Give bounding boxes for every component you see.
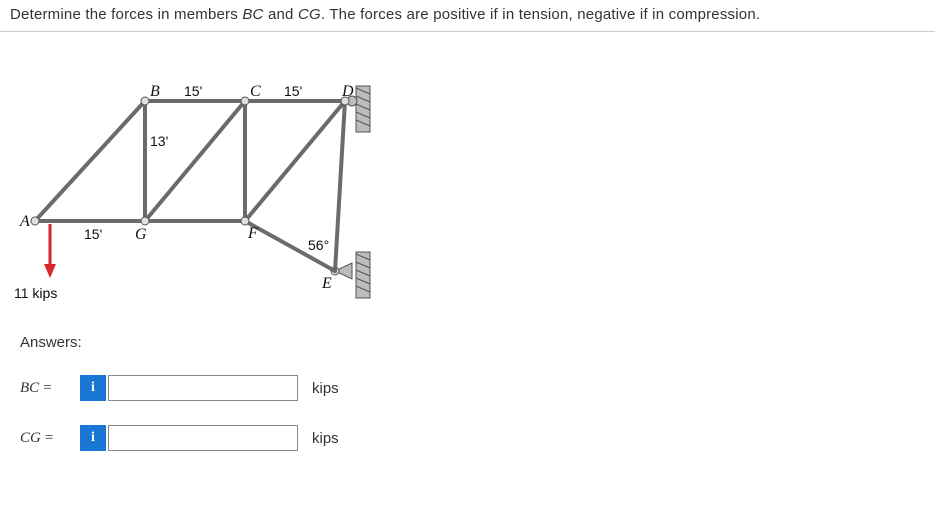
load-arrow-A [44,224,56,278]
truss-members [35,101,345,271]
question-member-2: CG [298,6,321,23]
angle-E: 56° [308,237,329,253]
answer-input-cg[interactable] [108,425,298,451]
info-icon: i [91,380,95,396]
label-F: F [247,225,258,242]
question-prefix: Determine the forces in members [10,6,242,23]
label-B: B [150,83,160,100]
label-G: G [135,226,147,243]
question-member-1: BC [242,6,263,23]
answer-row-cg: CG = i kips [20,425,935,451]
answer-row-bc: BC = i kips [20,375,935,401]
label-D: D [341,83,354,100]
unit-cg: kips [312,430,339,447]
dim-CD: 15' [284,83,302,99]
dim-AG: 15' [84,226,102,242]
load-label-A: 11 kips [14,285,57,301]
question-mid: and [264,6,298,23]
dim-BG: 13' [150,133,168,149]
label-C: C [250,83,261,100]
truss-nodes [31,97,349,225]
info-button-cg[interactable]: i [80,425,106,451]
label-A: A [19,213,30,230]
unit-bc: kips [312,380,339,397]
var-label-cg: CG = [20,430,80,447]
info-icon: i [91,430,95,446]
label-E: E [321,275,332,292]
truss-figure: A B C D G F E 15' 15' 15' 13' 56° 11 kip… [0,46,420,306]
question-text: Determine the forces in members BC and C… [0,0,935,32]
info-button-bc[interactable]: i [80,375,106,401]
question-suffix: . The forces are positive if in tension,… [321,6,760,23]
answer-input-bc[interactable] [108,375,298,401]
var-label-bc: BC = [20,380,80,397]
dim-BC: 15' [184,83,202,99]
answers-heading: Answers: [20,334,935,351]
figure-labels: A B C D G F E 15' 15' 15' 13' 56° 11 kip… [14,83,354,301]
